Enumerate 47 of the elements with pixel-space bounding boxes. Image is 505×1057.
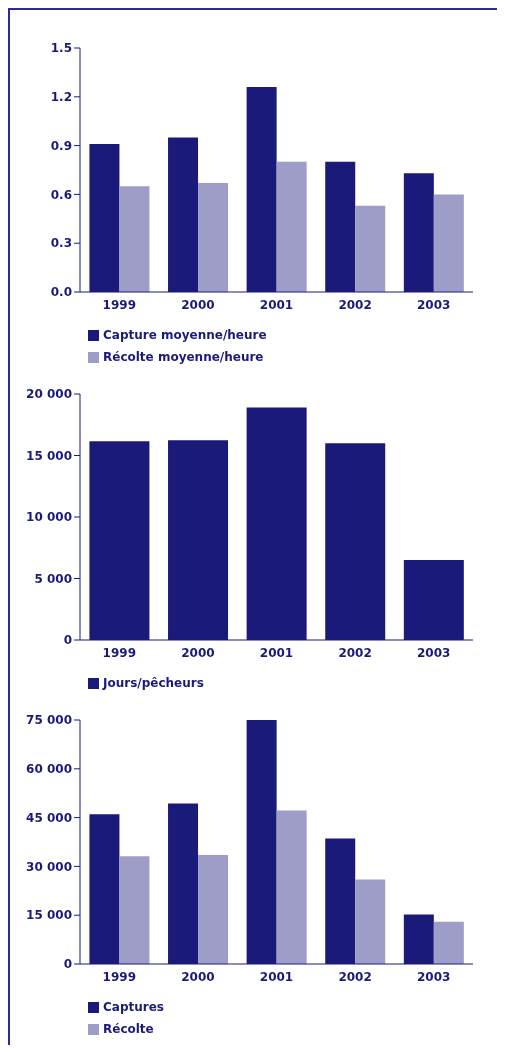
x-tick-label: 2001	[259, 645, 294, 660]
x-tick-label: 2001	[259, 969, 294, 984]
x-tick-label: 2000	[181, 969, 215, 984]
bar	[119, 186, 150, 292]
bar	[276, 810, 307, 964]
x-tick-label: 1999	[102, 969, 136, 984]
y-tick-label: 20 000	[26, 387, 72, 402]
legend-label: Capture moyenne/heure	[103, 328, 267, 342]
legend-label: Captures	[103, 1000, 164, 1014]
y-tick-label: 1.5	[50, 41, 72, 56]
y-tick-label: 30 000	[26, 859, 72, 874]
y-tick-label: 1.2	[50, 90, 72, 105]
y-tick-label: 0	[63, 633, 72, 648]
y-tick-label: 0.3	[50, 236, 72, 251]
y-tick-label: 0	[63, 957, 72, 972]
bar	[198, 183, 229, 292]
x-tick-label: 2001	[259, 297, 294, 312]
y-tick-label: 0.6	[50, 187, 72, 202]
legend-label: Récolte moyenne/heure	[103, 350, 264, 364]
x-tick-label: 2003	[417, 969, 451, 984]
y-tick-label: 45 000	[26, 810, 72, 825]
x-tick-label: 2002	[338, 297, 372, 312]
x-tick-label: 2002	[338, 969, 372, 984]
x-tick-label: 1999	[102, 297, 136, 312]
bar	[119, 856, 150, 964]
y-tick-label: 15 000	[26, 908, 72, 923]
x-tick-label: 2003	[417, 297, 451, 312]
x-tick-label: 2003	[417, 645, 451, 660]
legend-label: Jours/pêcheurs	[103, 676, 204, 690]
x-tick-label: 2000	[181, 297, 215, 312]
bar	[433, 921, 464, 964]
x-tick-label: 2002	[338, 645, 372, 660]
legend-label: Récolte	[103, 1022, 154, 1036]
x-tick-label: 1999	[102, 645, 136, 660]
bar	[198, 855, 229, 964]
bar	[433, 194, 464, 292]
y-tick-label: 0.9	[50, 138, 72, 153]
y-tick-label: 10 000	[26, 510, 72, 525]
y-tick-label: 15 000	[26, 448, 72, 463]
bar	[276, 161, 307, 292]
y-tick-label: 60 000	[26, 762, 72, 777]
y-tick-label: 0.0	[50, 285, 72, 300]
bar	[355, 879, 386, 964]
bar	[355, 205, 386, 292]
y-tick-label: 5 000	[34, 571, 72, 586]
y-tick-label: 75 000	[26, 713, 72, 728]
x-tick-label: 2000	[181, 645, 215, 660]
